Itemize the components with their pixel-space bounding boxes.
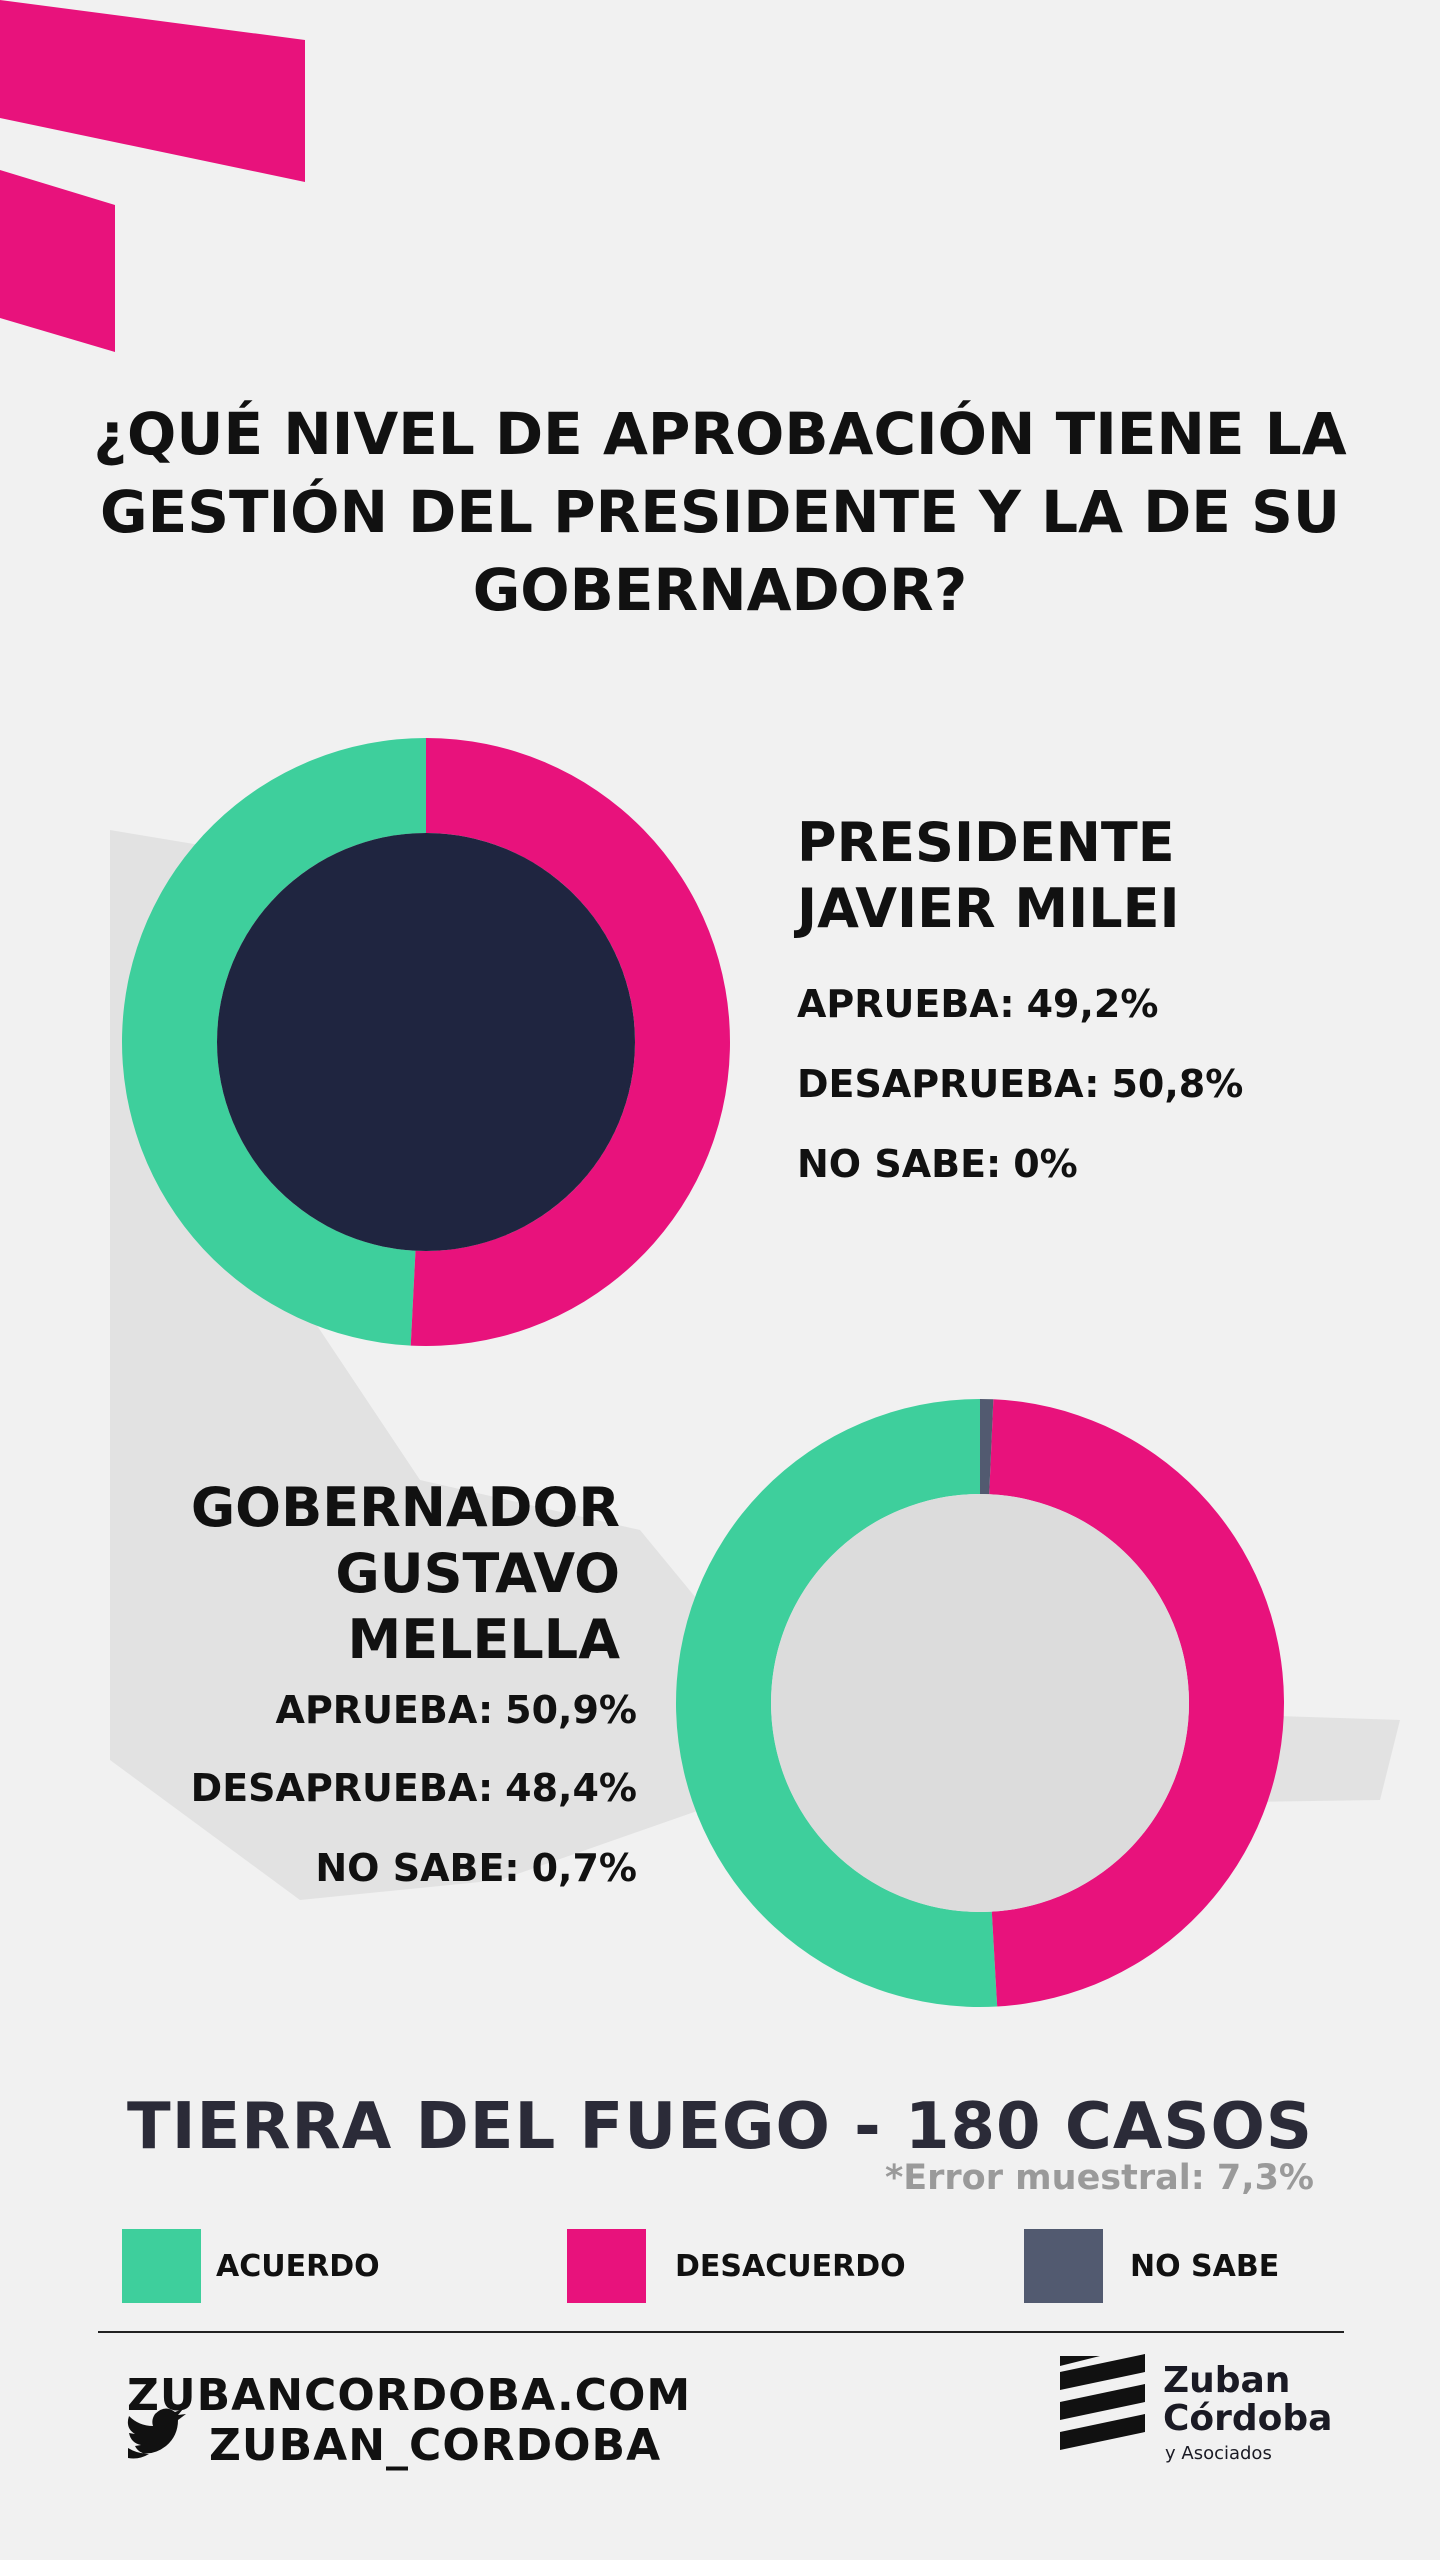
value-label: 48,4% [505, 1766, 637, 1810]
legend-item: NO SABE: 0,7% [315, 1846, 637, 1890]
value-label: 50,9% [505, 1688, 637, 1732]
logo-icon [1060, 2354, 1145, 2450]
donut-segment [676, 1399, 998, 2007]
category-label: NO SABE: [797, 1142, 1002, 1186]
value-label: 0,7% [531, 1846, 637, 1890]
category-label: NO SABE: [315, 1846, 520, 1890]
legend-item: DESAPRUEBA: 50,8% [797, 1062, 1243, 1106]
logo-tagline: y Asociados [1165, 2443, 1272, 2464]
twitter-icon [127, 2408, 186, 2459]
chart-title: PRESIDENTE JAVIER MILEI [797, 811, 1180, 940]
note: *Error muestral: 7,3% [884, 2158, 1314, 2198]
legend-swatch [1024, 2229, 1103, 2303]
category-label: APRUEBA: [275, 1688, 494, 1732]
donut-segment [980, 1399, 994, 1495]
legend-item: NO SABE: 0% [797, 1142, 1078, 1186]
legend-item: APRUEBA: 50,9% [276, 1688, 637, 1732]
president-photo [217, 833, 635, 1251]
legend-label: NO SABE [1130, 2249, 1280, 2284]
value-label: 0% [1013, 1142, 1078, 1186]
value-label: 50,8% [1111, 1062, 1244, 1106]
donut-segment [410, 738, 730, 1347]
category-label: APRUEBA: [797, 982, 1015, 1026]
chart-title: GOBERNADOR GUSTAVO MELELLA [190, 1476, 620, 1671]
legend-label: DESACUERDO [675, 2249, 906, 2284]
legend-item: DESAPRUEBA: 48,4% [191, 1766, 637, 1810]
legend-item: APRUEBA: 49,2% [797, 982, 1158, 1026]
category-label: DESAPRUEBA: [190, 1766, 494, 1810]
donut-segment [121, 738, 427, 1346]
twitter-handle: ZUBAN_CORDOBA [209, 2420, 662, 2471]
website: ZUBANCORDOBA.COM [127, 2370, 692, 2421]
governor-photo [771, 1494, 1189, 1912]
donut-segment [989, 1399, 1285, 2007]
legend-label: ACUERDO [216, 2249, 380, 2284]
category-label: DESAPRUEBA: [797, 1062, 1100, 1106]
map-silhouette [110, 830, 1400, 1900]
logo-name: Zuban Córdoba [1163, 2360, 1333, 2439]
title: ¿QUÉ NIVEL DE APROBACIÓN TIENE LA GESTIÓ… [93, 400, 1347, 624]
deco-stripe [0, 0, 305, 182]
legend-swatch [122, 2229, 201, 2303]
deco-stripe [0, 170, 115, 352]
subtitle: TIERRA DEL FUEGO - 180 CASOS [127, 2090, 1313, 2164]
legend-swatch [567, 2229, 646, 2303]
value-label: 49,2% [1026, 982, 1159, 1026]
